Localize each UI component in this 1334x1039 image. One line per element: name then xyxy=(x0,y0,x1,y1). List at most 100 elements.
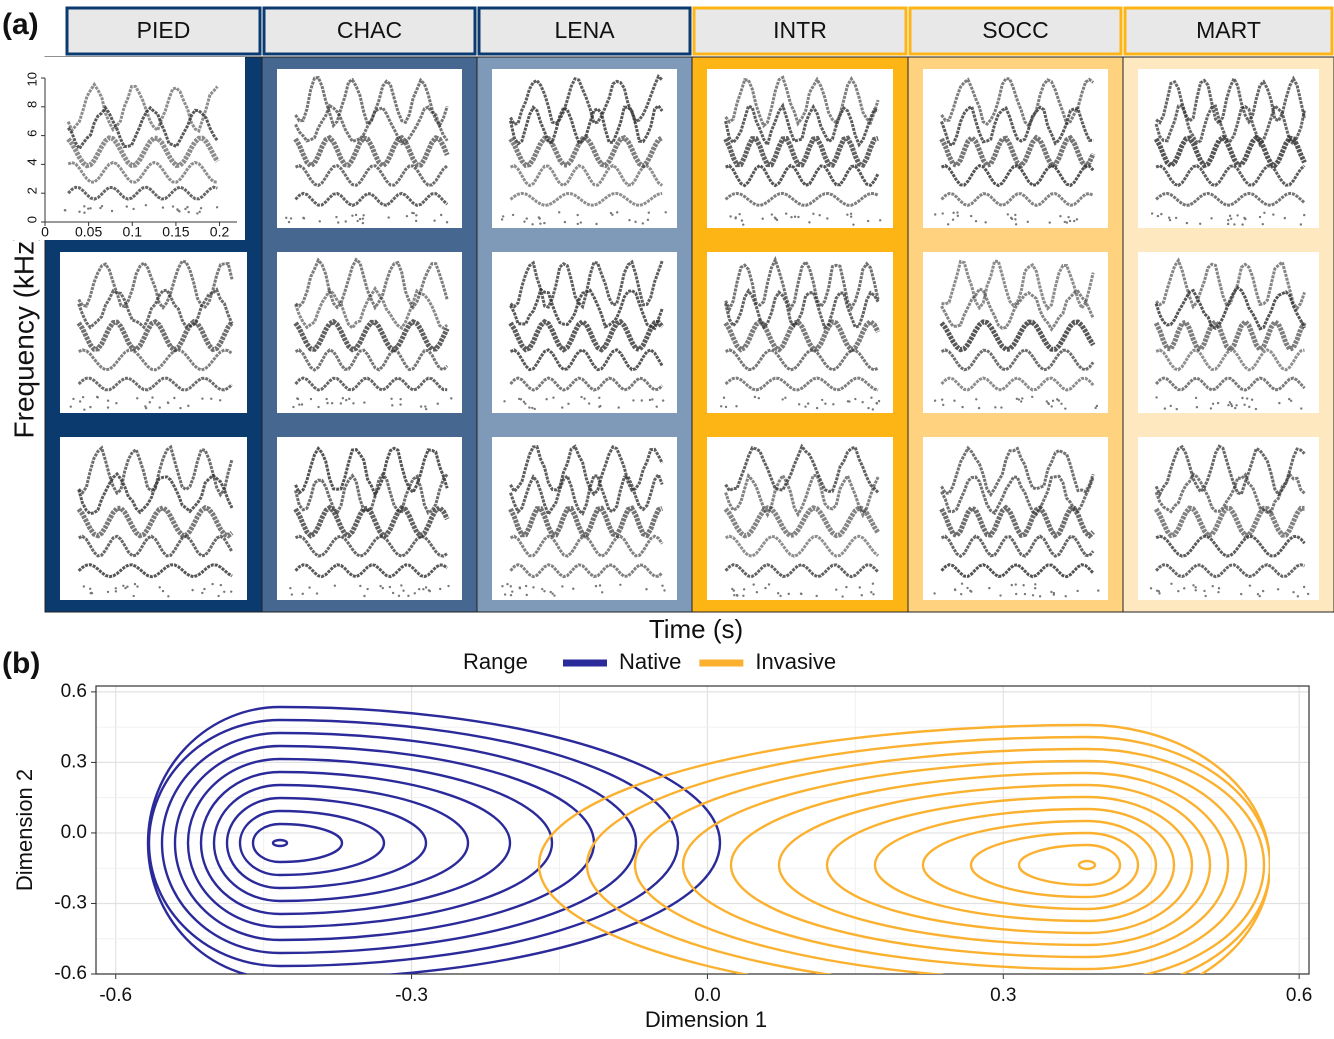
noise xyxy=(824,402,826,404)
noise xyxy=(504,593,506,595)
noise xyxy=(292,406,294,408)
noise xyxy=(184,208,186,210)
noise xyxy=(738,213,740,215)
noise xyxy=(1049,221,1051,223)
spectrogram xyxy=(277,437,462,600)
noise xyxy=(532,586,534,588)
noise xyxy=(1278,402,1280,404)
noise xyxy=(543,222,545,224)
noise xyxy=(447,585,449,587)
noise xyxy=(177,209,179,211)
spectrogram xyxy=(277,69,462,228)
noise xyxy=(528,406,530,408)
noise xyxy=(1024,593,1026,595)
noise xyxy=(539,222,541,224)
noise xyxy=(418,588,420,590)
noise xyxy=(1240,593,1242,595)
y-tick-label: -0.3 xyxy=(54,892,87,913)
noise xyxy=(656,406,658,408)
noise xyxy=(800,592,802,594)
noise xyxy=(651,398,653,400)
y-axis-title: Dimension 2 xyxy=(12,769,37,891)
noise xyxy=(645,588,647,590)
noise xyxy=(359,218,361,220)
noise xyxy=(446,221,448,223)
noise xyxy=(162,206,164,208)
y-tick-label: 10 xyxy=(24,72,39,86)
noise xyxy=(1292,591,1294,593)
noise xyxy=(617,406,619,408)
contour-line xyxy=(148,707,720,979)
noise xyxy=(101,205,103,207)
noise xyxy=(960,593,962,595)
noise xyxy=(290,217,292,219)
y-tick-label: 0.0 xyxy=(61,822,87,843)
noise xyxy=(107,400,109,402)
noise xyxy=(1056,398,1058,400)
noise xyxy=(362,222,364,224)
noise xyxy=(1249,584,1251,586)
noise xyxy=(512,214,514,216)
spectrogram xyxy=(277,252,462,413)
noise xyxy=(564,221,566,223)
noise xyxy=(1229,215,1231,217)
noise xyxy=(506,583,508,585)
noise xyxy=(835,588,837,590)
noise xyxy=(366,588,368,590)
noise xyxy=(870,591,872,593)
noise xyxy=(1241,397,1243,399)
x-tick-label: 0.2 xyxy=(210,224,230,240)
noise xyxy=(846,213,848,215)
noise xyxy=(941,398,943,400)
noise xyxy=(1073,220,1075,222)
legend-label: Native xyxy=(619,649,681,674)
noise xyxy=(201,592,203,594)
noise xyxy=(852,223,854,225)
noise xyxy=(878,400,880,402)
noise xyxy=(1272,213,1274,215)
noise xyxy=(1150,587,1152,589)
noise xyxy=(503,400,505,402)
noise xyxy=(729,215,731,217)
noise xyxy=(567,403,569,405)
noise xyxy=(1259,216,1261,218)
noise xyxy=(531,223,533,225)
noise xyxy=(1160,213,1162,215)
panel-label: (a) xyxy=(2,8,39,41)
noise xyxy=(952,212,954,214)
contour-line xyxy=(227,798,426,888)
noise xyxy=(756,591,758,593)
noise xyxy=(595,223,597,225)
noise xyxy=(1212,585,1214,587)
spectrogram xyxy=(1138,252,1319,413)
noise xyxy=(743,588,745,590)
noise xyxy=(210,398,212,400)
noise xyxy=(867,220,869,222)
noise xyxy=(550,591,552,593)
noise xyxy=(1155,396,1157,398)
noise xyxy=(934,399,936,401)
noise xyxy=(511,590,513,592)
noise xyxy=(616,211,618,213)
noise xyxy=(345,220,347,222)
noise xyxy=(733,589,735,591)
noise xyxy=(211,583,213,585)
noise xyxy=(391,404,393,406)
contour-line xyxy=(162,733,636,953)
noise xyxy=(144,405,146,407)
noise xyxy=(89,588,91,590)
noise xyxy=(124,587,126,589)
x-tick-label: 0.15 xyxy=(162,224,189,240)
noise xyxy=(352,402,354,404)
y-tick-label: 8 xyxy=(24,101,39,108)
noise xyxy=(1297,595,1299,597)
noise xyxy=(841,595,843,597)
noise xyxy=(1194,586,1196,588)
noise xyxy=(407,595,409,597)
noise xyxy=(351,215,353,217)
noise xyxy=(788,593,790,595)
noise xyxy=(1034,587,1036,589)
noise xyxy=(526,217,528,219)
noise xyxy=(872,408,874,410)
noise xyxy=(428,589,430,591)
